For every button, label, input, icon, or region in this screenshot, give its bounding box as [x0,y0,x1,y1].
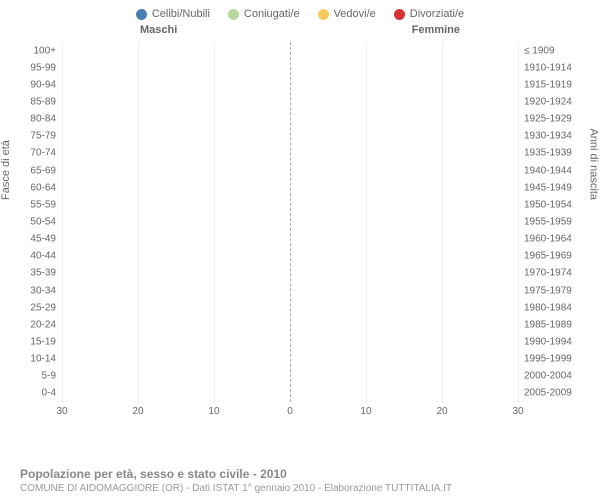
legend-dot [228,9,239,20]
age-label: 85-89 [30,96,56,107]
center-line [290,42,291,402]
birth-label: 1960-1964 [524,234,572,245]
age-label: 55-59 [30,199,56,210]
birth-label: 1925-1929 [524,114,572,125]
birth-label: 1990-1994 [524,336,572,347]
legend-dot [136,9,147,20]
x-tick: 10 [360,406,371,417]
legend-label: Celibi/Nubili [152,8,210,20]
label-females: Femmine [412,24,460,36]
x-tick: 30 [56,406,67,417]
birth-label: 1995-1999 [524,354,572,365]
birth-label: 1955-1959 [524,216,572,227]
grid-line [518,42,519,402]
legend-dot [394,9,405,20]
age-label: 5-9 [42,371,56,382]
y-axis-right-title: Anni di nascita [588,128,600,200]
birth-label: 1970-1974 [524,268,572,279]
chart-source: COMUNE DI AIDOMAGGIORE (OR) - Dati ISTAT… [20,483,580,494]
plot: 100+≤ 190995-991910-191490-941915-191985… [62,42,518,402]
age-label: 40-44 [30,251,56,262]
footer: Popolazione per età, sesso e stato civil… [20,467,580,494]
x-tick: 0 [287,406,293,417]
birth-label: ≤ 1909 [524,45,555,56]
birth-label: 1945-1949 [524,182,572,193]
age-label: 15-19 [30,336,56,347]
legend-dot [318,9,329,20]
birth-label: 1935-1939 [524,148,572,159]
age-label: 50-54 [30,216,56,227]
chart-title: Popolazione per età, sesso e stato civil… [20,467,580,481]
age-label: 95-99 [30,62,56,73]
birth-label: 1965-1969 [524,251,572,262]
label-males: Maschi [140,24,177,36]
birth-label: 1975-1979 [524,285,572,296]
age-label: 30-34 [30,285,56,296]
x-tick: 20 [436,406,447,417]
age-label: 10-14 [30,354,56,365]
age-label: 45-49 [30,234,56,245]
x-tick: 10 [208,406,219,417]
x-axis: 3020100102030 [62,404,518,424]
legend-label: Vedovi/e [334,8,376,20]
birth-label: 2005-2009 [524,388,572,399]
birth-label: 1930-1934 [524,131,572,142]
legend-label: Divorziati/e [410,8,464,20]
legend-item: Vedovi/e [318,8,376,20]
age-label: 60-64 [30,182,56,193]
age-label: 35-39 [30,268,56,279]
age-label: 90-94 [30,79,56,90]
age-label: 70-74 [30,148,56,159]
birth-label: 1980-1984 [524,302,572,313]
x-tick: 20 [132,406,143,417]
birth-label: 1985-1989 [524,319,572,330]
legend-item: Divorziati/e [394,8,464,20]
birth-label: 2000-2004 [524,371,572,382]
birth-label: 1940-1944 [524,165,572,176]
y-axis-left-title: Fasce di età [0,140,12,200]
age-label: 80-84 [30,114,56,125]
age-label: 0-4 [42,388,56,399]
age-label: 20-24 [30,319,56,330]
legend: Celibi/Nubili Coniugati/e Vedovi/e Divorzia… [0,0,600,24]
birth-label: 1950-1954 [524,199,572,210]
legend-item: Celibi/Nubili [136,8,210,20]
birth-label: 1910-1914 [524,62,572,73]
birth-label: 1920-1924 [524,96,572,107]
legend-item: Coniugati/e [228,8,300,20]
age-label: 100+ [33,45,56,56]
age-label: 25-29 [30,302,56,313]
age-label: 75-79 [30,131,56,142]
birth-label: 1915-1919 [524,79,572,90]
chart-area: Maschi Femmine Fasce di età Anni di nasc… [20,24,580,424]
age-label: 65-69 [30,165,56,176]
x-tick: 30 [512,406,523,417]
legend-label: Coniugati/e [244,8,300,20]
